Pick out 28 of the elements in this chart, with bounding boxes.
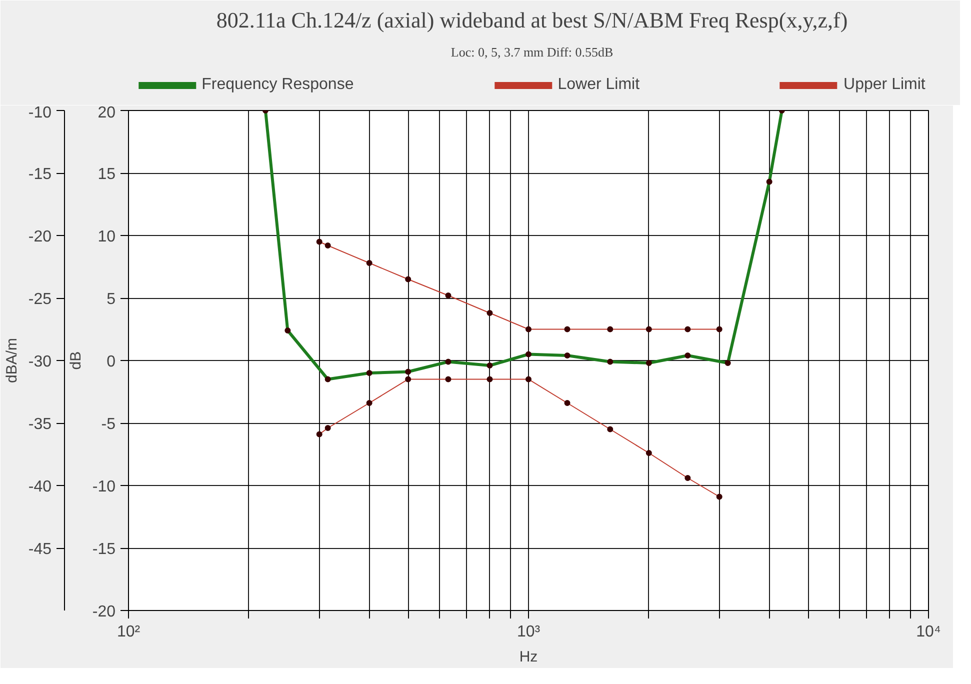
y-axis-title: dB [67, 351, 84, 370]
y2-tick-label: -25 [28, 291, 52, 308]
legend-label: Upper Limit [844, 76, 926, 94]
y2-tick-label: -15 [28, 166, 52, 183]
x-tick-label: 10³ [516, 624, 541, 640]
y-tick-label: 20 [98, 104, 116, 122]
y-tick-label: -5 [101, 416, 116, 433]
y-tick-label: -10 [92, 478, 116, 496]
y-tick-label: 10 [98, 228, 116, 246]
y-tick-label: 15 [98, 166, 116, 183]
x-tick-label: 10² [116, 624, 141, 640]
y2-tick-label: -40 [28, 478, 52, 496]
y2-tick-label: -10 [28, 104, 52, 122]
legend-label: Frequency Response [202, 76, 354, 94]
y-tick-label: -15 [92, 541, 116, 558]
x-tick-label: 10⁴ [916, 624, 941, 640]
chart-subtitle: Loc: 0, 5, 3.7 mm Diff: 0.55dB [450, 44, 614, 60]
y-tick-label: -20 [92, 604, 116, 620]
legend-label: Lower Limit [558, 76, 640, 94]
y2-axis-title: dBA/m [3, 338, 20, 384]
y-tick-label: 5 [106, 291, 116, 308]
y2-tick-label: -30 [28, 354, 52, 370]
y-tick-label: 0 [106, 354, 116, 370]
y2-tick-label: -20 [28, 228, 52, 246]
y2-tick-label: -45 [28, 541, 52, 558]
x-axis-title: Hz [519, 648, 538, 666]
y2-tick-label: -35 [28, 416, 52, 433]
chart-title: 802.11a Ch.124/z (axial) wideband at best S/N/ABM Freq Resp(x,y,z,f) [216, 8, 848, 32]
